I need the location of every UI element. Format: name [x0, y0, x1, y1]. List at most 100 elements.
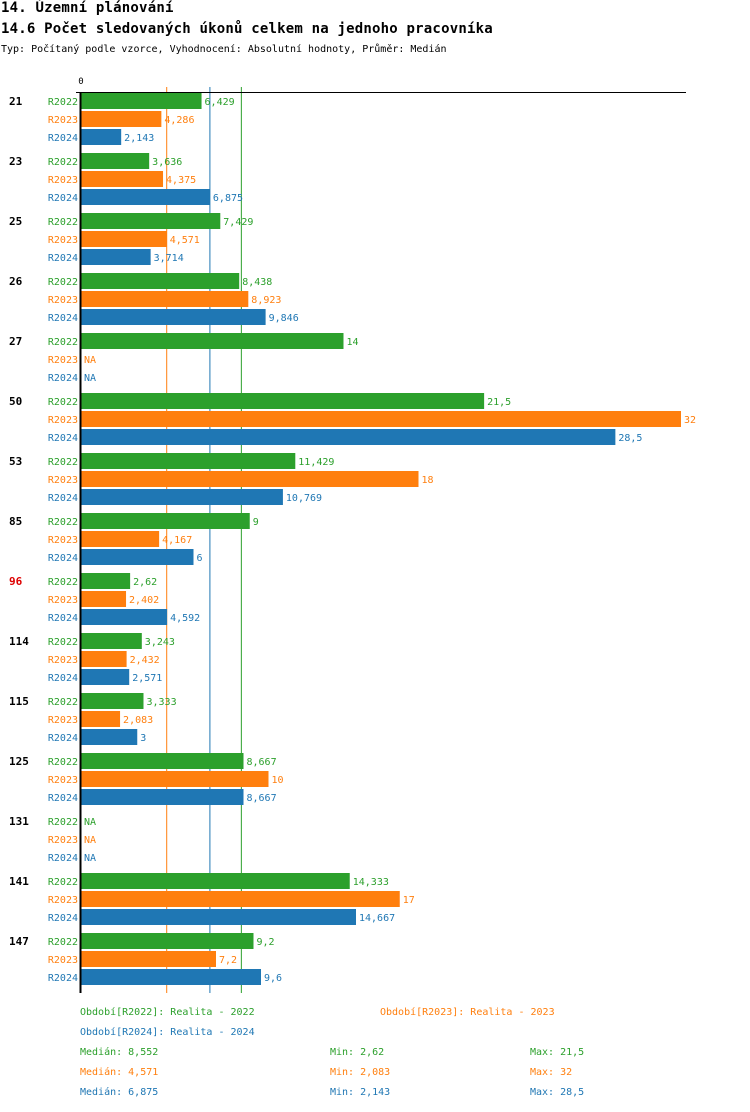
category-label: 147 — [9, 935, 29, 948]
data-label: 2,402 — [129, 595, 159, 606]
series-label: R2024 — [48, 793, 78, 804]
bar — [81, 771, 269, 787]
data-label: 4,167 — [162, 535, 192, 546]
data-label: NA — [84, 853, 96, 864]
bar — [81, 471, 419, 487]
data-label: 18 — [422, 475, 434, 486]
stat-min: Min: 2,62 — [330, 1047, 385, 1058]
data-label: 17 — [403, 895, 415, 906]
bar — [81, 231, 167, 247]
data-label: 4,286 — [164, 115, 194, 126]
data-label: 6,429 — [205, 97, 235, 108]
bar — [81, 171, 164, 187]
bar — [81, 609, 168, 625]
category-label: 141 — [9, 875, 29, 888]
stat-min: Min: 2,143 — [330, 1087, 391, 1098]
series-label: R2022 — [48, 637, 78, 648]
series-label: R2024 — [48, 733, 78, 744]
bar — [81, 873, 350, 889]
stat-max: Max: 28,5 — [530, 1087, 585, 1098]
data-label: 3,636 — [152, 157, 182, 168]
category-label: 96 — [9, 575, 23, 588]
stat-median: Medián: 6,875 — [80, 1087, 159, 1098]
data-label: 3,243 — [145, 637, 175, 648]
series-label: R2022 — [48, 817, 78, 828]
data-label: 4,375 — [166, 175, 196, 186]
bar — [81, 729, 138, 745]
data-label: 3,333 — [146, 697, 176, 708]
category-label: 26 — [9, 275, 23, 288]
series-label: R2023 — [48, 835, 78, 846]
bar — [81, 573, 131, 589]
bar — [81, 153, 150, 169]
data-label: 8,438 — [242, 277, 272, 288]
data-label: 7,2 — [219, 955, 237, 966]
series-label: R2023 — [48, 235, 78, 246]
series-label: R2022 — [48, 397, 78, 408]
bar — [81, 489, 283, 505]
series-label: R2024 — [48, 913, 78, 924]
stat-max: Max: 21,5 — [530, 1047, 585, 1058]
series-label: R2024 — [48, 253, 78, 264]
bar — [81, 669, 130, 685]
series-label: R2022 — [48, 217, 78, 228]
bar — [81, 513, 250, 529]
data-label: 9,2 — [257, 937, 275, 948]
data-label: 8,923 — [251, 295, 281, 306]
series-label: R2024 — [48, 193, 78, 204]
series-label: R2022 — [48, 697, 78, 708]
series-label: R2024 — [48, 853, 78, 864]
stat-max: Max: 32 — [530, 1067, 573, 1078]
series-label: R2024 — [48, 313, 78, 324]
data-label: 9,6 — [264, 973, 282, 984]
series-label: R2022 — [48, 157, 78, 168]
data-label: 21,5 — [487, 397, 511, 408]
bar — [81, 969, 261, 985]
bar — [81, 753, 244, 769]
bar — [81, 411, 681, 427]
legend-item: Období[R2023]: Realita - 2023 — [380, 1007, 555, 1018]
bar — [81, 693, 144, 709]
bar — [81, 651, 127, 667]
data-label: 7,429 — [223, 217, 253, 228]
category-label: 115 — [9, 695, 29, 708]
series-label: R2022 — [48, 757, 78, 768]
data-label: 28,5 — [618, 433, 642, 444]
data-label: 6 — [197, 553, 203, 564]
data-label: 2,62 — [133, 577, 157, 588]
data-label: 8,667 — [247, 757, 277, 768]
series-label: R2023 — [48, 415, 78, 426]
data-label: 14 — [347, 337, 359, 348]
data-label: NA — [84, 835, 96, 846]
series-label: R2023 — [48, 595, 78, 606]
bar — [81, 453, 296, 469]
data-label: 6,875 — [213, 193, 243, 204]
bar — [81, 213, 221, 229]
legend-item: Období[R2022]: Realita - 2022 — [80, 1007, 255, 1018]
category-label: 21 — [9, 95, 23, 108]
series-label: R2022 — [48, 457, 78, 468]
x-tick-label: 0 — [78, 77, 83, 87]
data-label: 14,333 — [353, 877, 389, 888]
series-label: R2024 — [48, 133, 78, 144]
series-label: R2022 — [48, 97, 78, 108]
chart-title: 14.6 Počet sledovaných úkonů celkem na j… — [1, 21, 493, 37]
series-label: R2024 — [48, 433, 78, 444]
data-label: 11,429 — [298, 457, 334, 468]
data-label: 14,667 — [359, 913, 395, 924]
data-label: 8,667 — [247, 793, 277, 804]
series-label: R2023 — [48, 955, 78, 966]
bar — [81, 129, 122, 145]
series-label: R2022 — [48, 337, 78, 348]
series-label: R2024 — [48, 373, 78, 384]
bar — [81, 111, 162, 127]
category-label: 131 — [9, 815, 29, 828]
series-label: R2024 — [48, 493, 78, 504]
bar — [81, 309, 266, 325]
series-label: R2023 — [48, 775, 78, 786]
data-label: 10 — [272, 775, 284, 786]
bar — [81, 891, 400, 907]
series-label: R2023 — [48, 895, 78, 906]
category-label: 85 — [9, 515, 22, 528]
